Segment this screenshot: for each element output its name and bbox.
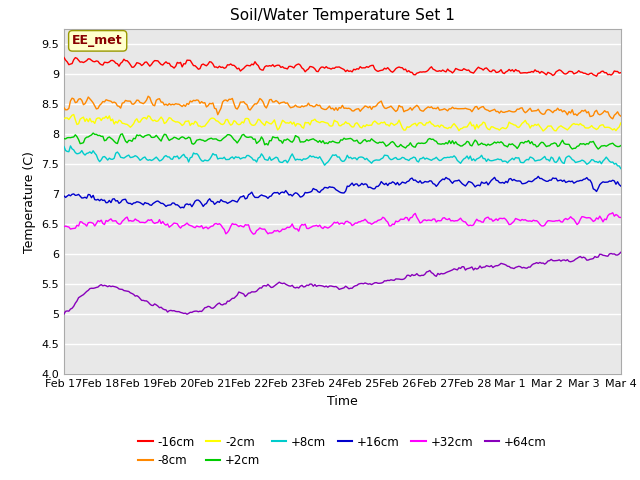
Legend: -16cm, -8cm, -2cm, +2cm, +8cm, +16cm, +32cm, +64cm: -16cm, -8cm, -2cm, +2cm, +8cm, +16cm, +3… [134,431,551,472]
Y-axis label: Temperature (C): Temperature (C) [23,151,36,252]
Title: Soil/Water Temperature Set 1: Soil/Water Temperature Set 1 [230,9,455,24]
Text: EE_met: EE_met [72,35,123,48]
X-axis label: Time: Time [327,395,358,408]
